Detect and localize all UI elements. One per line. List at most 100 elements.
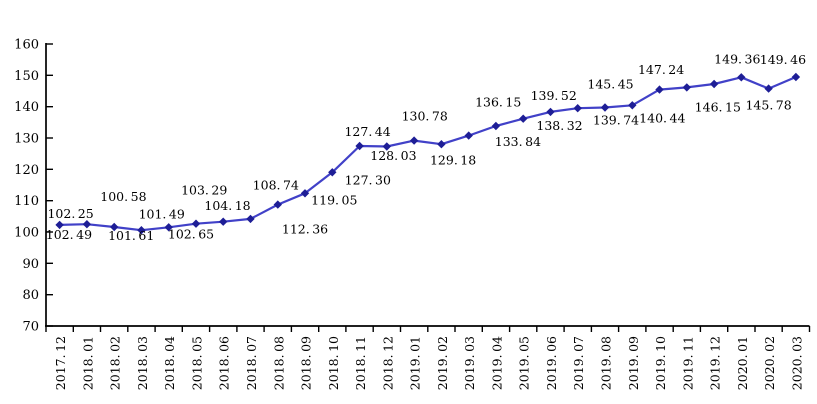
- data-point-marker: [600, 103, 610, 112]
- y-tick-label: 150: [14, 69, 39, 84]
- data-label: 128. 03: [370, 148, 416, 163]
- data-label: 103. 29: [181, 183, 227, 198]
- y-tick-label: 90: [22, 257, 39, 272]
- data-label: 136. 15: [475, 95, 521, 110]
- y-tick-label: 110: [14, 194, 39, 209]
- data-label: 102. 65: [168, 227, 214, 242]
- x-tick-label: 2020. 02: [762, 336, 777, 390]
- data-label: 101. 61: [108, 228, 154, 243]
- x-tick-label: 2020. 03: [789, 336, 804, 390]
- data-point-marker: [137, 226, 146, 235]
- y-tick-label: 140: [14, 100, 39, 115]
- x-tick-label: 2018. 08: [271, 336, 286, 390]
- data-label: 112. 36: [282, 221, 328, 236]
- y-tick-label: 100: [14, 226, 39, 241]
- data-label: 129. 18: [430, 153, 476, 168]
- data-point-marker: [437, 140, 446, 149]
- data-label: 102. 49: [46, 227, 92, 242]
- data-point-marker: [355, 141, 364, 151]
- data-label: 138. 32: [536, 118, 582, 133]
- x-tick-label: 2019. 10: [653, 336, 668, 390]
- x-tick-label: 2019. 11: [680, 336, 695, 390]
- data-label: 149. 46: [760, 52, 806, 67]
- data-point-marker: [82, 220, 92, 229]
- data-label: 119. 05: [311, 192, 357, 207]
- y-tick-label: 160: [14, 38, 39, 53]
- data-point-marker: [519, 114, 528, 123]
- data-label: 127. 44: [344, 124, 390, 139]
- data-point-marker: [246, 214, 255, 224]
- x-tick-label: 2019. 02: [435, 336, 450, 390]
- x-tick-label: 2019. 08: [599, 336, 614, 390]
- data-label: 127. 30: [345, 173, 391, 188]
- x-tick-label: 2017. 12: [53, 336, 68, 390]
- data-label: 139. 52: [531, 88, 577, 103]
- y-axis: [45, 43, 53, 327]
- x-tick-label: 2018. 02: [108, 336, 123, 390]
- y-tick-label: 80: [22, 288, 39, 303]
- data-line: [59, 75, 797, 232]
- x-tick-label: 2019. 05: [517, 336, 532, 390]
- data-point-marker: [110, 222, 119, 232]
- data-point-marker: [409, 136, 419, 145]
- x-tick-label: 2018. 03: [135, 336, 150, 390]
- x-tick-label: 2018. 09: [299, 336, 314, 390]
- x-tick-label: 2018. 05: [190, 336, 205, 390]
- data-label: 130. 78: [402, 109, 448, 124]
- data-point-marker: [382, 142, 391, 151]
- y-tick-labels: 70 80 90 100 110 120 130 140 150 160: [14, 38, 39, 335]
- x-tick-label: 2019. 09: [626, 336, 641, 390]
- data-point-marker: [464, 131, 473, 140]
- data-label: 145. 78: [745, 98, 791, 113]
- data-point-marker: [655, 85, 664, 94]
- data-point-marker: [764, 84, 773, 93]
- y-tick-label: 120: [14, 163, 39, 178]
- data-point-marker: [328, 168, 337, 177]
- data-point-marker: [491, 121, 501, 131]
- data-point-marker: [546, 107, 555, 117]
- x-tick-label: 2019. 07: [571, 336, 586, 390]
- data-label: 100. 58: [100, 189, 146, 204]
- x-tick-label: 2020. 01: [735, 336, 750, 390]
- x-tick-label: 2018. 06: [217, 336, 232, 390]
- data-label: 147. 24: [638, 62, 684, 77]
- data-point-marker: [191, 219, 201, 228]
- x-axis: [45, 325, 811, 332]
- data-point-marker: [164, 223, 173, 232]
- data-label: 104. 18: [204, 198, 250, 213]
- data-point-marker: [791, 72, 801, 82]
- data-point-marker: [682, 83, 691, 92]
- data-label: 101. 49: [139, 206, 185, 221]
- data-label: 140. 44: [639, 110, 685, 125]
- x-tick-label: 2018. 10: [326, 336, 341, 390]
- data-label: 149. 36: [714, 51, 760, 66]
- x-tick-label: 2019. 01: [408, 336, 423, 390]
- data-point-marker: [573, 104, 582, 113]
- data-labels: 102. 25 102. 49 101. 61 100. 58 101. 49 102. …: [46, 51, 806, 243]
- x-tick-labels: 2017. 12 2018. 01 2018. 02 2018. 03 2018. 04…: [53, 336, 804, 390]
- y-tick-label: 130: [14, 132, 39, 147]
- data-point-marker: [219, 217, 228, 226]
- data-point-marker: [55, 220, 64, 230]
- x-tick-label: 2018. 07: [244, 336, 259, 390]
- data-label: 102. 25: [47, 206, 93, 221]
- data-point-marker: [628, 101, 637, 110]
- x-tick-label: 2019. 04: [489, 336, 504, 390]
- x-tick-label: 2019. 03: [462, 336, 477, 390]
- x-tick-label: 2019. 06: [544, 336, 559, 390]
- data-label: 108. 74: [253, 178, 299, 193]
- data-point-marker: [709, 79, 719, 89]
- data-label: 145. 45: [587, 77, 633, 92]
- x-tick-label: 2019. 12: [708, 336, 723, 390]
- data-point-marker: [737, 73, 746, 82]
- data-label: 133. 84: [495, 134, 541, 149]
- data-label: 139. 74: [593, 113, 639, 128]
- data-label: 146. 15: [695, 99, 741, 114]
- x-tick-label: 2018. 11: [353, 336, 368, 390]
- data-point-marker: [273, 200, 282, 209]
- x-tick-label: 2018. 04: [162, 336, 177, 390]
- data-points: [55, 72, 801, 235]
